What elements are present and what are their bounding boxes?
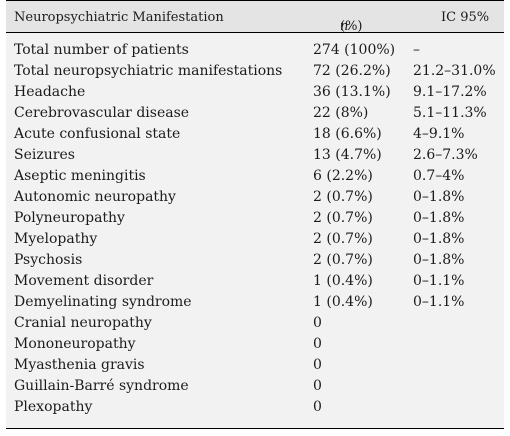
table-row: Guillain-Barré syndrome 0 xyxy=(6,376,504,397)
cell-n-percent: 6 (2.2%) xyxy=(313,168,373,184)
table-row: Myelopathy 2 (0.7%) 0–1.8% xyxy=(6,229,504,250)
table-row: Psychosis 2 (0.7%) 0–1.8% xyxy=(6,250,504,271)
cell-n-percent: 1 (0.4%) xyxy=(313,273,373,289)
cell-manifestation: Mononeuropathy xyxy=(14,336,136,352)
table-row: Polyneuropathy 2 (0.7%) 0–1.8% xyxy=(6,208,504,229)
cell-manifestation: Polyneuropathy xyxy=(14,210,125,226)
cell-manifestation: Cranial neuropathy xyxy=(14,315,152,331)
cell-n-percent: 36 (13.1%) xyxy=(313,84,391,100)
cell-manifestation: Seizures xyxy=(14,147,75,163)
header-percent-label: (%) xyxy=(340,19,363,34)
cell-manifestation: Psychosis xyxy=(14,252,83,268)
table-body-background xyxy=(6,33,504,429)
header-n-label: n xyxy=(340,19,349,34)
cell-n-percent: 2 (0.7%) xyxy=(313,231,373,247)
cell-ic: 0.7–4% xyxy=(413,168,465,184)
cell-manifestation: Demyelinating syndrome xyxy=(14,294,192,310)
cell-n-percent: 0 xyxy=(313,315,322,331)
cell-manifestation: Myasthenia gravis xyxy=(14,357,145,373)
cell-ic: 0–1.8% xyxy=(413,210,465,226)
cell-ic: 0–1.1% xyxy=(413,273,465,289)
cell-manifestation: Plexopathy xyxy=(14,399,93,415)
cell-manifestation: Aseptic meningitis xyxy=(14,168,146,184)
table-row: Demyelinating syndrome 1 (0.4%) 0–1.1% xyxy=(6,292,504,313)
table-body: Total number of patients 274 (100%) – Tota… xyxy=(6,40,504,418)
cell-n-percent: 274 (100%) xyxy=(313,42,396,58)
cell-manifestation: Cerebrovascular disease xyxy=(14,105,190,121)
cell-ic: – xyxy=(413,42,420,58)
cell-n-percent: 2 (0.7%) xyxy=(313,252,373,268)
cell-manifestation: Acute confusional state xyxy=(14,126,181,142)
header-ic: IC 95% xyxy=(441,10,490,25)
table-row: Total neuropsychiatric manifestations 72 … xyxy=(6,61,504,82)
cell-n-percent: 0 xyxy=(313,357,322,373)
cell-manifestation: Total neuropsychiatric manifestations xyxy=(14,63,283,79)
cell-manifestation: Headache xyxy=(14,84,86,100)
table-row: Cranial neuropathy 0 xyxy=(6,313,504,334)
table-row: Movement disorder 1 (0.4%) 0–1.1% xyxy=(6,271,504,292)
table-row: Myasthenia gravis 0 xyxy=(6,355,504,376)
cell-n-percent: 18 (6.6%) xyxy=(313,126,382,142)
table-row: Mononeuropathy 0 xyxy=(6,334,504,355)
cell-ic: 0–1.8% xyxy=(413,189,465,205)
cell-manifestation: Myelopathy xyxy=(14,231,98,247)
cell-ic: 5.1–11.3% xyxy=(413,105,487,121)
table-row: Autonomic neuropathy 2 (0.7%) 0–1.8% xyxy=(6,187,504,208)
cell-manifestation: Guillain-Barré syndrome xyxy=(14,378,189,394)
table-header: Neuropsychiatric Manifestation n (%) IC … xyxy=(6,0,504,34)
header-manifestation: Neuropsychiatric Manifestation xyxy=(14,10,224,25)
cell-ic: 21.2–31.0% xyxy=(413,63,496,79)
cell-manifestation: Total number of patients xyxy=(14,42,189,58)
cell-ic: 9.1–17.2% xyxy=(413,84,487,100)
cell-manifestation: Autonomic neuropathy xyxy=(14,189,176,205)
table-row: Acute confusional state 18 (6.6%) 4–9.1% xyxy=(6,124,504,145)
cell-ic: 0–1.8% xyxy=(413,231,465,247)
cell-manifestation: Movement disorder xyxy=(14,273,154,289)
table-row: Seizures 13 (4.7%) 2.6–7.3% xyxy=(6,145,504,166)
cell-n-percent: 72 (26.2%) xyxy=(313,63,391,79)
cell-n-percent: 1 (0.4%) xyxy=(313,294,373,310)
cell-n-percent: 2 (0.7%) xyxy=(313,210,373,226)
table-row: Aseptic meningitis 6 (2.2%) 0.7–4% xyxy=(6,166,504,187)
table-row: Headache 36 (13.1%) 9.1–17.2% xyxy=(6,82,504,103)
table-row: Plexopathy 0 xyxy=(6,397,504,418)
cell-n-percent: 0 xyxy=(313,399,322,415)
cell-ic: 2.6–7.3% xyxy=(413,147,478,163)
table-row: Cerebrovascular disease 22 (8%) 5.1–11.3% xyxy=(6,103,504,124)
cell-ic: 0–1.8% xyxy=(413,252,465,268)
cell-ic: 4–9.1% xyxy=(413,126,465,142)
cell-n-percent: 0 xyxy=(313,378,322,394)
cell-n-percent: 22 (8%) xyxy=(313,105,369,121)
cell-n-percent: 2 (0.7%) xyxy=(313,189,373,205)
table-row: Total number of patients 274 (100%) – xyxy=(6,40,504,61)
cell-ic: 0–1.1% xyxy=(413,294,465,310)
cell-n-percent: 13 (4.7%) xyxy=(313,147,382,163)
cell-n-percent: 0 xyxy=(313,336,322,352)
